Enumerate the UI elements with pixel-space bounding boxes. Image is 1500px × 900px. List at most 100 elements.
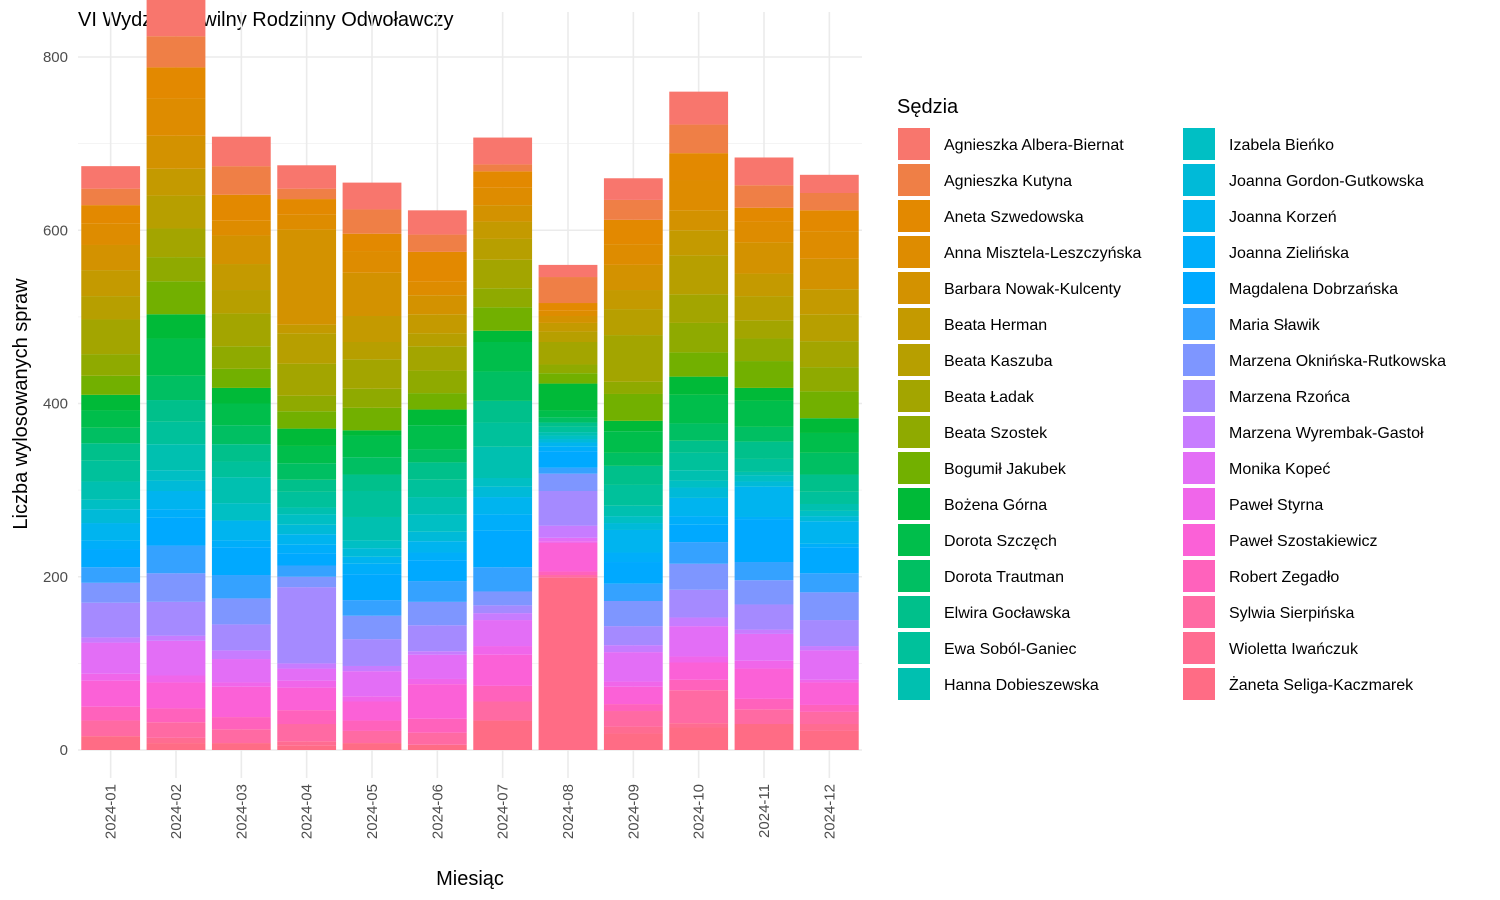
bar-segment: Joanna Korzeń 2024-06: 13	[407, 541, 467, 553]
bar-segment: Joanna Zielińska 2024-07: 19	[473, 514, 533, 531]
bar-segment: Marzena Wyrembak-Gastoł 2024-09: 8	[603, 645, 663, 653]
legend-item: Barbara Nowak-Kulcenty	[898, 272, 1121, 304]
bar-segment: Marzena Rzońca 2024-12: 30	[799, 620, 859, 647]
bar-segment: Elwira Gocławska 2024-09: 22	[603, 465, 663, 485]
legend-key	[1183, 164, 1215, 196]
bar-segment: Robert Zegadło 2024-12: 8	[799, 704, 859, 712]
bar-segment: Aneta Szwedowska 2024-11: 16	[734, 207, 794, 222]
bar-segment: Bożena Górna 2024-09: 12	[603, 420, 663, 432]
bar-segment: Marzena Rzońca 2024-07: 9	[473, 605, 533, 614]
bar-segment: Joanna Korzeń 2024-01: 20	[81, 523, 141, 541]
bar-segment: Bożena Górna 2024-08: 31	[538, 383, 598, 411]
bar-segment: Hanna Dobieszewska 2024-11: 4	[734, 471, 794, 476]
bar-segment: Beata Kaszuba 2024-06: 15	[407, 333, 467, 347]
bar-segment: Marzena Rzońca 2024-11: 29	[734, 604, 794, 630]
y-tick-label: 800	[43, 49, 68, 66]
bar-segment: Agnieszka Albera-Biernat 2024-05: 31	[342, 182, 402, 210]
bar-segment: Robert Zegadło 2024-10: 12	[669, 679, 729, 691]
bar-segment: Magdalena Dobrzańska 2024-01: 21	[81, 549, 141, 568]
bar-segment: Elwira Gocławska 2024-12: 20	[799, 474, 859, 492]
legend-key	[1183, 488, 1215, 520]
bar-segment: Anna Misztela-Leszczyńska 2024-07: 20	[473, 187, 533, 206]
bar-segment: Ewa Soból-Ganiec 2024-07: 28	[473, 422, 533, 447]
legend-key	[1183, 596, 1215, 628]
legend-key	[898, 380, 930, 412]
bar-segment: Żaneta Seliga-Kaczmarek 2024-10: 26	[669, 727, 729, 750]
legend-label: Paweł Szostakiewicz	[1229, 533, 1378, 550]
bar-segment: Beata Szostek 2024-07: 22	[473, 288, 533, 308]
bar-segment: Bożena Górna 2024-01: 18	[81, 394, 141, 411]
legend-key	[1183, 524, 1215, 556]
legend-item: Paweł Styrna	[1183, 488, 1323, 520]
bar-segment: Anna Misztela-Leszczyńska 2024-05: 25	[342, 251, 402, 273]
bar-segment: Paweł Szostakiewicz 2024-07: 36	[473, 654, 533, 686]
legend-label: Agnieszka Albera-Biernat	[944, 137, 1124, 154]
bar-segment: Magdalena Dobrzańska 2024-04: 14	[277, 553, 337, 566]
legend-key	[898, 416, 930, 448]
bar-segment: Agnieszka Kutyna 2024-03: 33	[211, 166, 271, 195]
bar-segment: Magdalena Dobrzańska 2024-12: 30	[799, 547, 859, 574]
bar-segment: Ewa Soból-Ganiec 2024-06: 20	[407, 479, 467, 498]
bar-segment: Robert Zegadło 2024-07: 18	[473, 685, 533, 702]
bar-segment: Joanna Zielińska 2024-01: 10	[81, 540, 141, 550]
bar-segment: Agnieszka Kutyna 2024-04: 12	[277, 188, 337, 200]
bar-segment: Sylwia Sierpińska 2024-02: 18	[146, 722, 206, 738]
x-tick-label: 2024-09	[625, 784, 642, 839]
bar-segment: Sylwia Sierpińska 2024-05: 14	[342, 730, 402, 744]
bar-segment: Paweł Szostakiewicz 2024-08: 33	[538, 542, 598, 572]
bar-segment: Żaneta Seliga-Kaczmarek 2024-09: 19	[603, 733, 663, 750]
x-tick-label: 2024-08	[560, 784, 577, 839]
legend-label: Bogumił Jakubek	[944, 461, 1067, 478]
bar-segment: Beata Kaszuba 2024-04: 35	[277, 333, 337, 364]
bar-segment: Barbara Nowak-Kulcenty 2024-01: 29	[81, 244, 141, 271]
bar-segment: Beata Szostek 2024-12: 28	[799, 367, 859, 392]
bar-segment: Joanna Zielińska 2024-02: 10	[146, 509, 206, 518]
bar-segment: Magdalena Dobrzańska 2024-06: 24	[407, 560, 467, 582]
bar-segment: Ewa Soból-Ganiec 2024-03: 18	[211, 461, 271, 478]
bar-segment: Anna Misztela-Leszczyńska 2024-02: 43	[146, 98, 206, 136]
bar-segment: Agnieszka Kutyna 2024-06: 20	[407, 234, 467, 252]
bar-segment: Agnieszka Kutyna 2024-05: 28	[342, 209, 402, 234]
legend-label: Beata Szostek	[944, 425, 1048, 442]
bar-segment: Dorota Szczęch 2024-02: 43	[146, 338, 206, 376]
bar-segment: Monika Kopeć 2024-11: 31	[734, 633, 794, 661]
bar-segment: Agnieszka Kutyna 2024-12: 20	[799, 193, 859, 211]
bar-segment: Elwira Gocławska 2024-06: 20	[407, 462, 467, 480]
bar-segment: Dorota Szczęch 2024-04: 20	[277, 445, 337, 464]
bar-segment: Beata Herman 2024-08: 10	[538, 322, 598, 332]
bar-segment: Robert Zegadło 2024-08: 4	[538, 571, 598, 576]
legend-key	[898, 344, 930, 376]
bar-segment: Beata Kaszuba 2024-03: 27	[211, 290, 271, 314]
y-axis-ticks: 0 200 400 600 800	[43, 49, 68, 759]
bar-segment: Izabela Bieńko 2024-03: 20	[211, 503, 271, 521]
bar-segment: Izabela Bieńko 2024-06: 20	[407, 514, 467, 532]
bar-segment: Bogumił Jakubek 2024-05: 26	[342, 407, 402, 431]
bar-segment: Żaneta Seliga-Kaczmarek 2024-12: 22	[799, 730, 859, 750]
legend-label: Aneta Szwedowska	[944, 209, 1084, 226]
bar-segment: Marzena Wyrembak-Gastoł 2024-07: 8	[473, 613, 533, 621]
bar-segment: Ewa Soból-Ganiec 2024-05: 30	[342, 490, 402, 517]
bar-segment: Agnieszka Albera-Biernat 2024-06: 28	[407, 210, 467, 235]
bar-segment: Agnieszka Albera-Biernat 2024-09: 25	[603, 178, 663, 200]
bar-segment: Wioletta Iwańczuk 2024-10: 5	[669, 723, 729, 728]
bar-segment: Beata Kaszuba 2024-01: 27	[81, 296, 141, 320]
bar-segment: Monika Kopeć 2024-01: 36	[81, 642, 141, 674]
legend-item: Beata Herman	[898, 308, 1047, 340]
legend-key	[898, 308, 930, 340]
bar-segment: Marzena Rzońca 2024-04: 88	[277, 587, 337, 664]
legend-key	[898, 272, 930, 304]
bar-segment: Hanna Dobieszewska 2024-10: 12	[669, 470, 729, 481]
bar-segment: Żaneta Seliga-Kaczmarek 2024-05: 8	[342, 743, 402, 750]
bar-segment: Agnieszka Albera-Biernat 2024-12: 21	[799, 174, 859, 193]
legend-label: Marzena Rzońca	[1229, 389, 1350, 406]
bar-segment: Żaneta Seliga-Kaczmarek 2024-06: 6	[407, 744, 467, 750]
bar-segment: Marzena Wyrembak-Gastoł 2024-04: 6	[277, 663, 337, 669]
legend-item: Żaneta Seliga-Kaczmarek	[1183, 668, 1414, 700]
bar-segment: Żaneta Seliga-Kaczmarek 2024-11: 30	[734, 724, 794, 750]
bar-segment: Maria Sławik 2024-08: 7	[538, 467, 598, 474]
bar-segment: Marzena Oknińska-Rutkowska 2024-02: 33	[146, 573, 206, 602]
bar-segment: Joanna Korzeń 2024-03: 23	[211, 520, 271, 541]
bar-segment: Anna Misztela-Leszczyńska 2024-11: 24	[734, 221, 794, 243]
bar-segment: Bożena Górna 2024-04: 20	[277, 428, 337, 446]
